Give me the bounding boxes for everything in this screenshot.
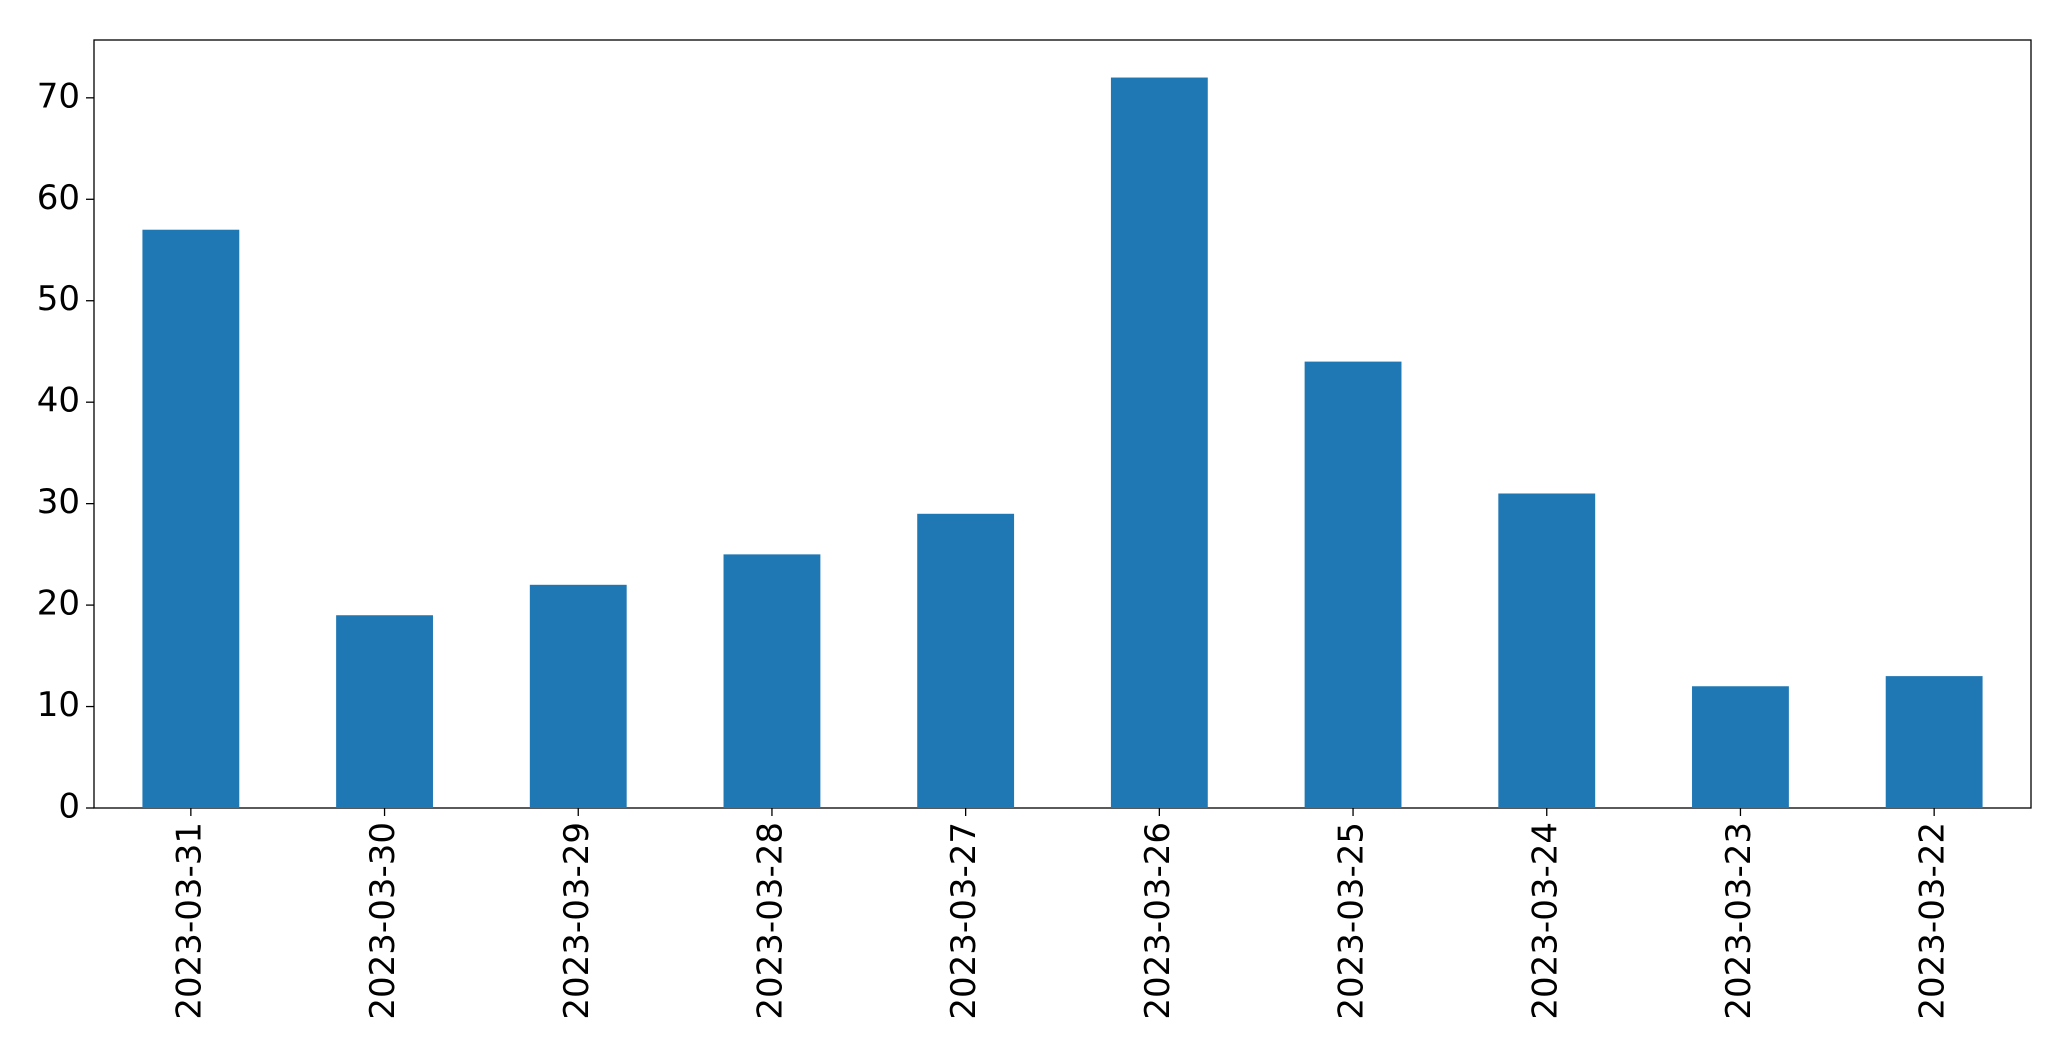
y-tick-label: 60 <box>37 178 80 218</box>
y-tick-label: 10 <box>37 685 80 725</box>
plot-frame <box>93 39 2032 809</box>
x-tick-label: 2023-03-31 <box>169 822 209 1020</box>
y-tick-label: 40 <box>37 381 80 421</box>
bar <box>1692 686 1789 808</box>
y-tick-label: 70 <box>37 76 80 116</box>
y-tick-label: 50 <box>37 279 80 319</box>
bar <box>723 554 821 808</box>
y-tick-label: 30 <box>37 482 80 522</box>
x-tick-label: 2023-03-26 <box>1138 822 1178 1020</box>
x-tick-label: 2023-03-25 <box>1332 822 1372 1020</box>
bar <box>1304 361 1402 808</box>
x-tick-label: 2023-03-29 <box>557 822 597 1020</box>
x-tick-label: 2023-03-22 <box>1913 822 1953 1020</box>
bar <box>1110 77 1208 808</box>
bar <box>1498 493 1596 808</box>
bar <box>1885 676 1983 808</box>
bar <box>336 615 433 808</box>
bar <box>917 513 1015 808</box>
x-tick-label: 2023-03-27 <box>944 822 984 1020</box>
x-tick-label: 2023-03-28 <box>750 822 790 1020</box>
x-tick-label: 2023-03-24 <box>1525 822 1565 1020</box>
bar <box>142 229 240 809</box>
y-tick-label: 20 <box>37 584 80 624</box>
y-tick-label: 0 <box>58 787 80 827</box>
bar <box>529 584 627 808</box>
x-tick-label: 2023-03-30 <box>363 822 403 1020</box>
x-tick-label: 2023-03-23 <box>1719 822 1759 1020</box>
